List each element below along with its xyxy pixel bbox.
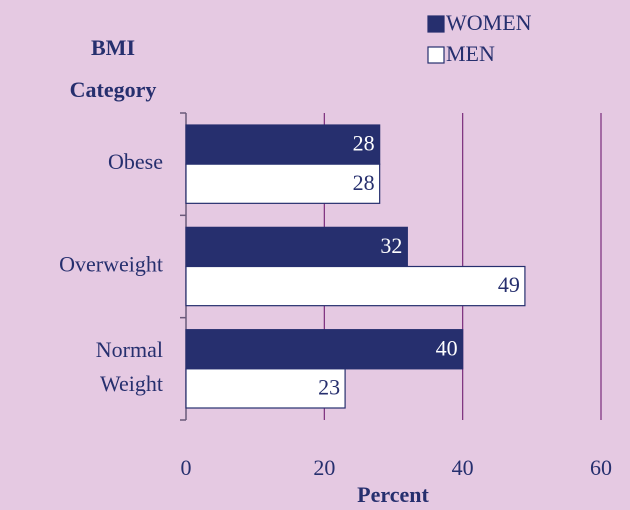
bar [185, 329, 464, 370]
value-label: 32 [380, 233, 402, 258]
value-label: 40 [436, 335, 458, 360]
x-axis-title: Percent [357, 482, 429, 507]
legend-swatch [427, 46, 445, 64]
x-tick-label: 40 [452, 455, 474, 480]
legend-label: MEN [446, 41, 495, 66]
legend-swatch [427, 15, 445, 33]
bar [185, 124, 381, 165]
value-label: 28 [353, 131, 375, 156]
bar [185, 265, 526, 307]
bar [185, 226, 408, 268]
y-tick-label: Overweight [59, 252, 163, 277]
y-tick-label: Obese [108, 149, 163, 174]
value-label: 23 [318, 374, 340, 399]
x-tick-label: 20 [313, 455, 335, 480]
bar [185, 163, 381, 204]
value-label: 28 [353, 170, 375, 195]
y-axis-title: BMI Category [70, 35, 157, 102]
value-label: 49 [498, 272, 520, 297]
x-tick-label: 0 [181, 455, 192, 480]
y-tick-label: Normal Weight [96, 337, 163, 396]
x-tick-label: 60 [590, 455, 612, 480]
legend-label: WOMEN [446, 10, 532, 35]
bar [185, 368, 346, 409]
